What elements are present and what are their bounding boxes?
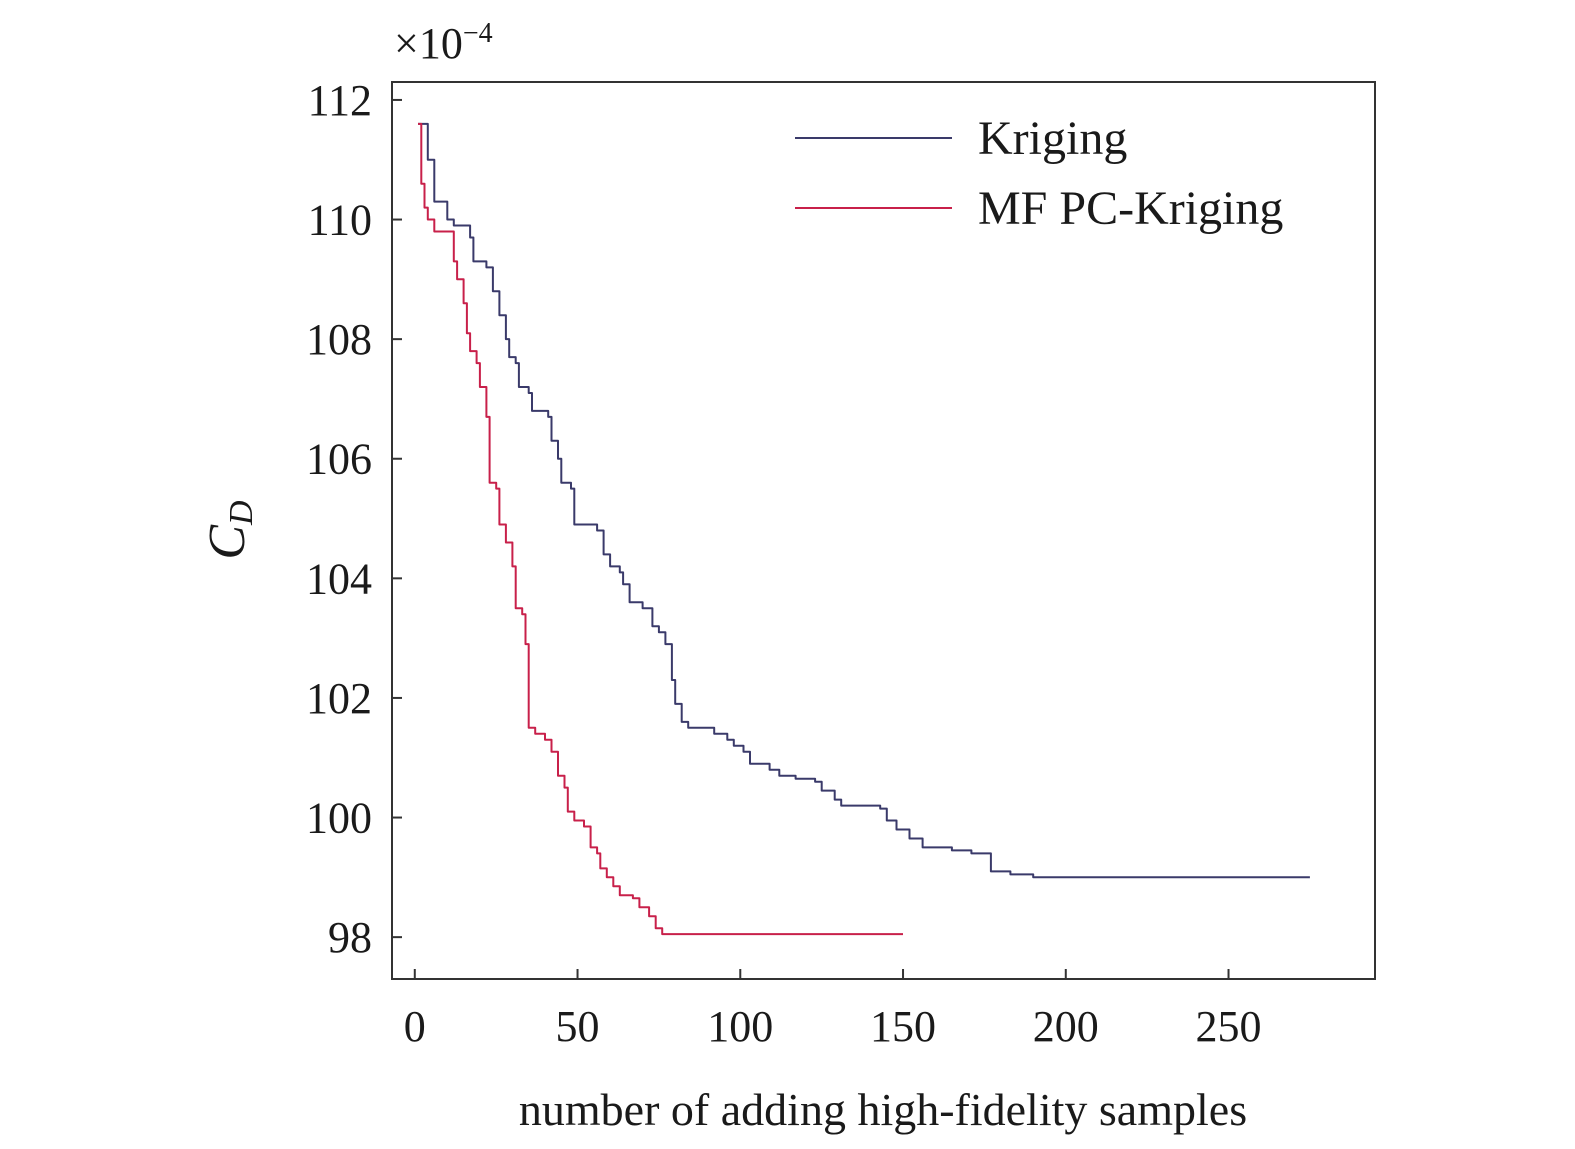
x-tick-label: 100 xyxy=(707,1002,773,1051)
ticks xyxy=(392,98,1230,979)
y-tick-label: 108 xyxy=(306,315,372,364)
x-tick-label: 250 xyxy=(1196,1002,1262,1051)
y-tick-label: 100 xyxy=(306,794,372,843)
y-tick-label: 110 xyxy=(308,196,372,245)
y-tick-label: 104 xyxy=(306,554,372,603)
x-tick-label: 0 xyxy=(404,1002,426,1051)
plot-frame xyxy=(391,81,1376,980)
legend: Kriging MF PC-Kriging xyxy=(795,112,1283,235)
x-tick-label: 200 xyxy=(1033,1002,1099,1051)
series-layer xyxy=(418,122,1310,936)
y-tick-label: 98 xyxy=(328,913,372,962)
y-tick-label: 112 xyxy=(308,76,372,125)
x-tick-label: 150 xyxy=(870,1002,936,1051)
y-axis-label: CD xyxy=(199,500,260,560)
series-line-kriging xyxy=(418,122,1310,879)
legend-label-mf-pc-kriging: MF PC-Kriging xyxy=(978,182,1283,235)
tick-labels: 0 50 100 150 200 250 98 100 102 104 106 108 110 112 xyxy=(306,76,1262,1051)
y-tick-label: 102 xyxy=(306,674,372,723)
y-tick-label: 106 xyxy=(306,435,372,484)
scale-exponent-label: ×10−4 xyxy=(394,18,493,68)
legend-label-kriging: Kriging xyxy=(978,112,1127,165)
x-axis-label: number of adding high-fidelity samples xyxy=(519,1084,1247,1135)
x-tick-label: 50 xyxy=(556,1002,600,1051)
series-line-mf-pc-kriging xyxy=(418,122,903,936)
